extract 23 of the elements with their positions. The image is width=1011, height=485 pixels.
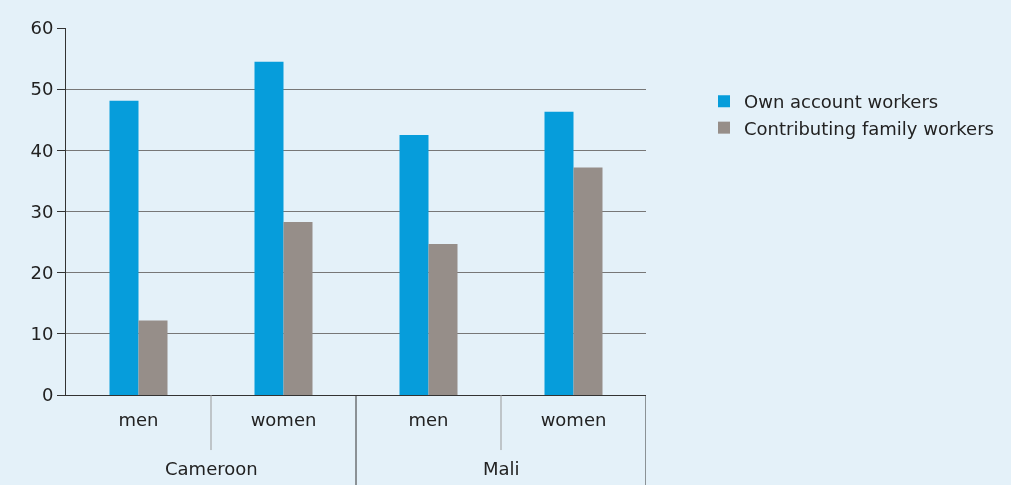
bar xyxy=(573,167,603,395)
y-tick-label: 60 xyxy=(30,17,54,39)
bar xyxy=(109,100,139,395)
y-tick-label: 10 xyxy=(30,323,54,345)
y-tick-label: 20 xyxy=(30,261,54,283)
y-tick-label: 40 xyxy=(30,139,54,161)
bar xyxy=(138,320,168,395)
bar xyxy=(254,61,284,395)
legend-label: Own account workers xyxy=(744,91,939,113)
x-tick-label: women xyxy=(540,408,607,430)
y-tick-label: 50 xyxy=(30,78,54,100)
x-tick-label: men xyxy=(118,408,159,430)
bar xyxy=(428,243,458,395)
bar xyxy=(544,111,574,395)
x-tick-label: men xyxy=(408,408,449,430)
bar xyxy=(283,221,313,395)
legend-label: Contributing family workers xyxy=(744,117,994,139)
bar xyxy=(399,135,429,395)
text: Mali xyxy=(483,458,520,479)
y-tick-label: 30 xyxy=(30,200,54,222)
x-tick-label: women xyxy=(250,408,317,430)
y-tick-label: 0 xyxy=(41,384,54,406)
text: Cameroon xyxy=(165,458,258,479)
